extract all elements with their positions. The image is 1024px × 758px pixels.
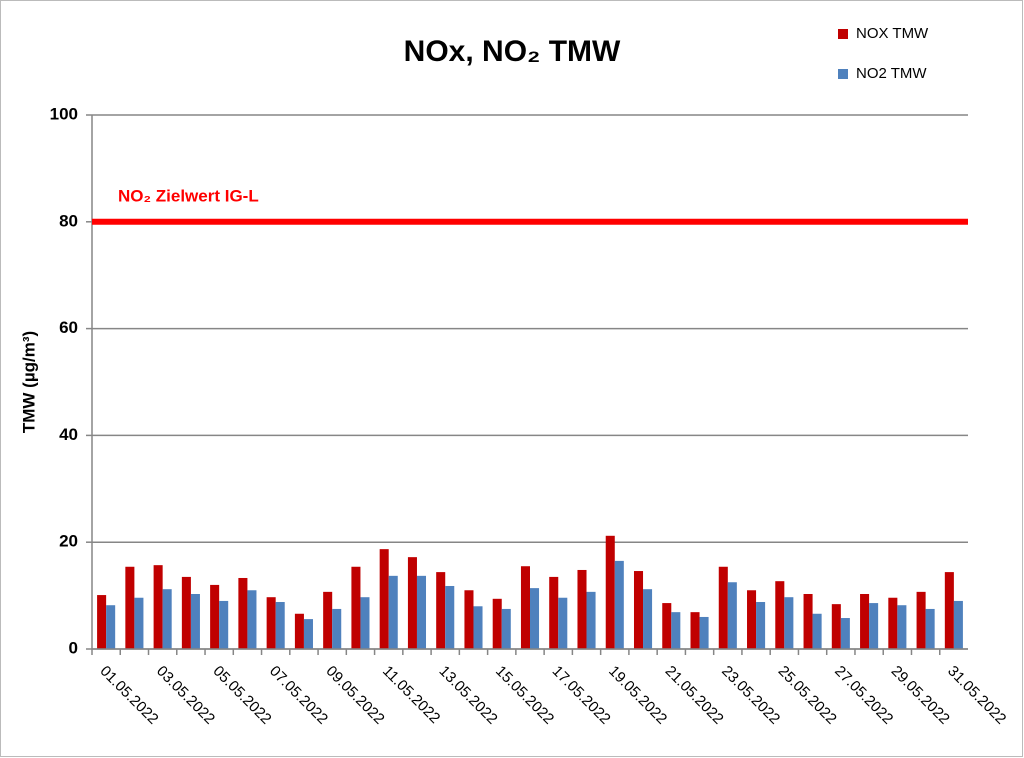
legend-swatch bbox=[838, 29, 848, 39]
bar bbox=[690, 612, 700, 649]
x-tick-label: 13.05.2022 bbox=[436, 663, 501, 728]
bar bbox=[501, 608, 511, 649]
bar bbox=[275, 602, 285, 649]
bar bbox=[860, 593, 870, 649]
bar bbox=[125, 566, 135, 649]
legend-label: NOX TMW bbox=[856, 25, 929, 42]
bar bbox=[784, 597, 794, 649]
legend-label: NO2 TMW bbox=[856, 65, 927, 82]
x-tick-label: 19.05.2022 bbox=[605, 663, 670, 728]
x-tick-label: 07.05.2022 bbox=[266, 663, 331, 728]
bar bbox=[464, 590, 474, 649]
y-tick-label: 80 bbox=[59, 211, 78, 230]
bar bbox=[388, 575, 398, 649]
bar bbox=[812, 613, 822, 649]
bar bbox=[840, 618, 850, 649]
x-tick-label: 31.05.2022 bbox=[944, 663, 1009, 728]
x-tick-label: 11.05.2022 bbox=[379, 663, 443, 727]
bar bbox=[577, 569, 587, 649]
x-tick-label: 03.05.2022 bbox=[153, 663, 218, 728]
bar bbox=[181, 576, 191, 649]
bar bbox=[473, 606, 483, 649]
bar bbox=[775, 581, 785, 649]
bar bbox=[492, 598, 502, 649]
bar bbox=[718, 566, 728, 649]
bar bbox=[303, 619, 313, 649]
x-tick-label: 21.05.2022 bbox=[662, 663, 727, 728]
x-tick-label: 27.05.2022 bbox=[831, 663, 896, 728]
bar bbox=[153, 565, 163, 649]
bar bbox=[407, 557, 417, 649]
bar bbox=[614, 560, 624, 649]
bar bbox=[238, 577, 248, 649]
x-tick-label: 29.05.2022 bbox=[888, 663, 953, 728]
bar bbox=[549, 576, 559, 649]
x-tick-label: 17.05.2022 bbox=[549, 663, 614, 728]
bar bbox=[953, 600, 963, 649]
bar bbox=[925, 608, 935, 649]
bar bbox=[605, 535, 615, 649]
bar bbox=[869, 603, 879, 649]
bar bbox=[360, 597, 370, 649]
bar bbox=[106, 605, 116, 649]
bar bbox=[162, 589, 172, 649]
bar bbox=[416, 575, 427, 649]
bar bbox=[323, 591, 333, 649]
y-tick-label: 20 bbox=[59, 532, 78, 551]
bar bbox=[747, 590, 757, 649]
bar bbox=[633, 571, 644, 649]
bar bbox=[699, 616, 709, 649]
y-tick-label: 60 bbox=[59, 318, 78, 337]
y-tick-label: 0 bbox=[69, 638, 78, 657]
legend-swatch bbox=[838, 69, 848, 79]
y-tick-label: 40 bbox=[59, 425, 78, 444]
bar bbox=[662, 603, 672, 649]
bar bbox=[351, 566, 361, 649]
bar bbox=[916, 591, 926, 649]
y-axis-label: TMW (µg/m³) bbox=[19, 331, 38, 433]
y-tick-label: 100 bbox=[50, 104, 78, 123]
bar bbox=[190, 593, 200, 649]
bar bbox=[520, 566, 530, 649]
x-tick-label: 01.05.2022 bbox=[96, 663, 161, 728]
bar bbox=[671, 612, 681, 649]
bar bbox=[558, 597, 568, 649]
x-tick-label: 25.05.2022 bbox=[775, 663, 840, 728]
bar bbox=[332, 608, 342, 649]
bar bbox=[247, 590, 257, 649]
bar bbox=[530, 588, 540, 649]
bar bbox=[379, 549, 389, 649]
bar bbox=[97, 595, 107, 649]
bar bbox=[134, 597, 144, 649]
bar bbox=[266, 597, 276, 649]
chart-title: NOx, NO₂ TMW bbox=[404, 35, 621, 68]
bar bbox=[888, 597, 898, 649]
bar bbox=[727, 582, 737, 649]
bar bbox=[436, 572, 446, 649]
bar bbox=[210, 584, 220, 649]
bar bbox=[831, 604, 841, 649]
x-tick-label: 09.05.2022 bbox=[323, 663, 388, 728]
bar bbox=[219, 600, 229, 649]
bar bbox=[586, 591, 596, 649]
bar bbox=[803, 593, 813, 649]
bar bbox=[445, 585, 455, 649]
x-tick-label: 15.05.2022 bbox=[492, 663, 557, 728]
bar bbox=[294, 613, 304, 649]
x-tick-label: 23.05.2022 bbox=[718, 663, 783, 728]
bar bbox=[944, 572, 954, 649]
x-tick-label: 05.05.2022 bbox=[210, 663, 275, 728]
bar bbox=[756, 602, 766, 649]
bar bbox=[643, 589, 653, 649]
bar bbox=[897, 605, 907, 649]
reference-label: NO₂ Zielwert IG-L bbox=[118, 186, 259, 205]
